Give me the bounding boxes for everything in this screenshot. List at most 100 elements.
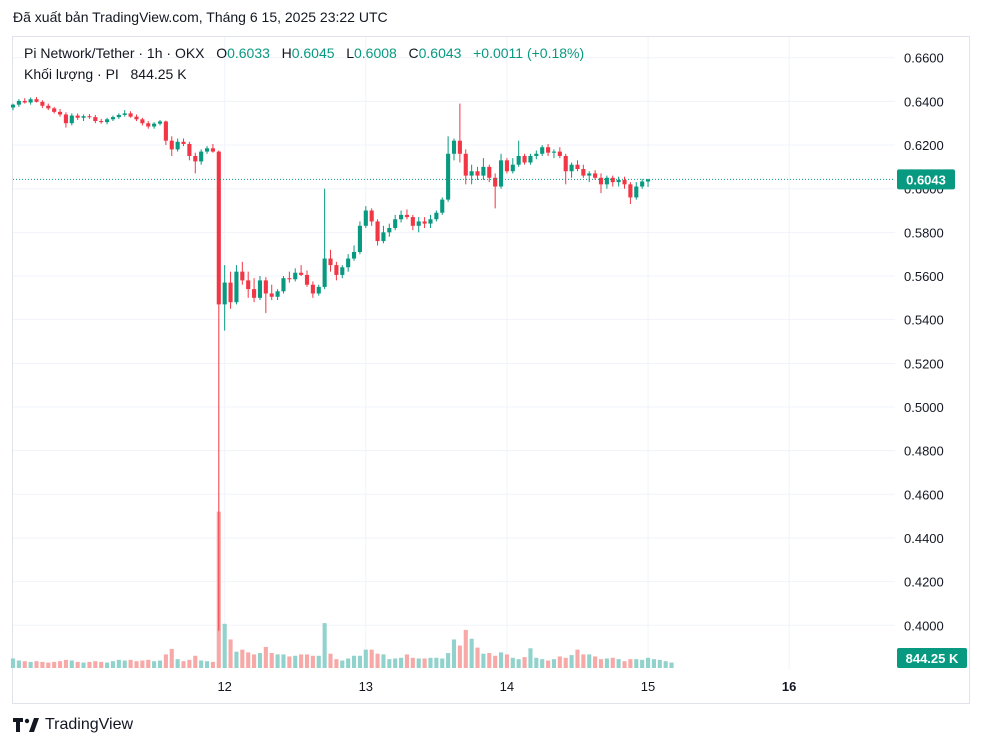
y-tick-label: 0.4400	[904, 531, 944, 546]
candle-body	[634, 186, 639, 198]
volume-bar	[475, 647, 480, 668]
volume-bar	[540, 659, 545, 668]
volume-bar	[645, 657, 651, 668]
candle-body	[163, 121, 168, 141]
candle-body	[334, 265, 339, 275]
volume-bar	[346, 658, 351, 668]
candle-body	[340, 267, 345, 275]
volume-bar	[81, 662, 86, 668]
volume-bar	[616, 659, 621, 668]
candle-body	[293, 272, 298, 280]
chart-frame[interactable]	[12, 36, 970, 704]
volume-bar	[510, 657, 515, 668]
candle-body	[122, 113, 127, 115]
candle-body	[75, 115, 80, 118]
candle-body	[569, 164, 574, 172]
volume-bar	[651, 659, 656, 668]
export-line: Đã xuất bản TradingView.com, Tháng 6 15,…	[13, 9, 388, 25]
volume-bar	[334, 659, 339, 668]
candle-body	[234, 271, 239, 303]
legend-close-label: C	[408, 45, 419, 61]
footer-brand[interactable]: TradingView	[13, 716, 133, 734]
volume-bar	[10, 658, 16, 668]
candle-body	[475, 171, 480, 176]
candle-body	[193, 155, 198, 162]
volume-badge-text: 844.25 K	[906, 651, 959, 666]
candle-body	[440, 199, 445, 213]
candle-body	[93, 117, 98, 122]
volume-bar	[369, 649, 374, 668]
candle-body	[393, 219, 398, 228]
candle-body	[381, 232, 386, 242]
candle-body	[451, 140, 457, 154]
volume-bar	[304, 654, 310, 668]
volume-bar	[628, 659, 633, 668]
candles	[10, 97, 651, 631]
y-tick-label: 0.5000	[904, 400, 944, 415]
volume-bar	[428, 657, 433, 668]
volume-bar	[357, 655, 362, 668]
y-tick-label: 0.6600	[904, 51, 944, 66]
candle-body	[252, 289, 257, 298]
volume-bar	[622, 661, 627, 668]
candle-body	[563, 155, 568, 172]
candle-body	[551, 151, 557, 153]
candle-body	[528, 155, 533, 163]
candle-body	[616, 179, 621, 183]
x-tick-label: 13	[359, 679, 373, 694]
candle-body	[434, 212, 439, 220]
volume-bar	[663, 661, 668, 668]
candle-body	[493, 177, 498, 187]
volume-bar	[598, 659, 604, 668]
volume-bar	[193, 655, 198, 668]
volume-bar	[546, 660, 551, 668]
volume-bar	[493, 655, 498, 668]
volume-bar	[199, 660, 204, 668]
volume-bar	[281, 654, 286, 668]
candle-body	[299, 272, 304, 275]
volume-bar	[563, 657, 568, 668]
volume-legend: Khối lượng · PI 844.25 K	[24, 66, 187, 82]
volume-bar	[34, 661, 39, 668]
candle-body	[228, 282, 233, 303]
volume-bar	[93, 661, 98, 668]
candle-body	[446, 153, 451, 200]
volume-bar	[463, 629, 468, 668]
volume-bar	[204, 661, 210, 668]
volume-bar	[375, 653, 380, 668]
candle-body	[404, 214, 410, 218]
legend-high-value: 0.6045	[291, 45, 335, 61]
volume-bar	[28, 661, 33, 668]
candle-body	[199, 151, 204, 162]
candle-body	[363, 210, 368, 226]
chart-legend: Pi Network/Tether · 1h · OKX O0.6033 H0.…	[24, 45, 584, 61]
candle-body	[557, 151, 562, 156]
candle-body	[610, 177, 615, 183]
candle-body	[52, 108, 57, 112]
volume-bar	[122, 660, 127, 668]
volume-bar	[593, 656, 598, 668]
legend-open-label: O	[216, 45, 228, 61]
volume-bar	[557, 656, 562, 668]
volume-bar	[516, 659, 521, 668]
axis-badges: 0.6043 844.25 K	[897, 169, 967, 668]
candle-body	[387, 227, 392, 233]
volume-bar	[222, 623, 227, 668]
candle-body	[40, 101, 45, 106]
y-tick-label: 0.6200	[904, 138, 944, 153]
volume-bar	[240, 649, 245, 668]
candle-body	[357, 225, 362, 253]
volume-bar	[551, 659, 557, 668]
last-price-badge-text: 0.6043	[906, 172, 946, 187]
volume-bar	[522, 657, 527, 668]
volume-bar	[446, 653, 451, 668]
candle-body	[146, 123, 151, 127]
volume-bar	[110, 661, 116, 668]
volume-bar	[246, 652, 251, 668]
volume-bar	[152, 661, 157, 668]
candle-body	[69, 115, 74, 124]
y-tick-label: 0.5600	[904, 269, 944, 284]
volume-bar	[287, 656, 292, 668]
candle-body	[287, 278, 292, 280]
